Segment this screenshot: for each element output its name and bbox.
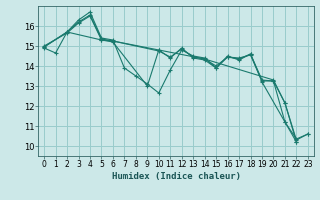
X-axis label: Humidex (Indice chaleur): Humidex (Indice chaleur) [111,172,241,181]
